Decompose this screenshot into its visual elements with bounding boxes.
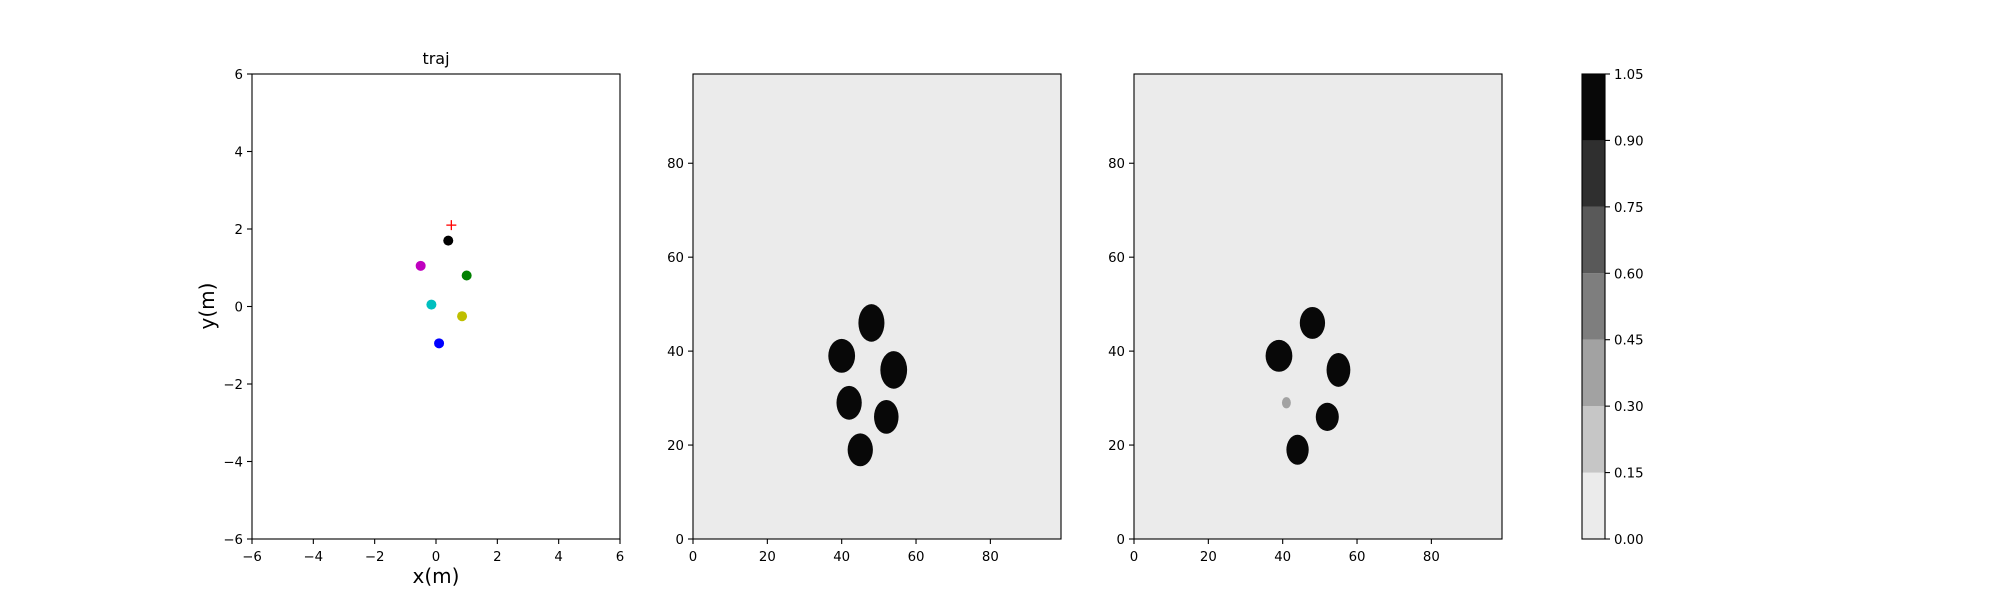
occupancy-blob	[828, 338, 856, 373]
occupancy-blob	[1265, 339, 1293, 372]
colorbar-tick-label: 0.75	[1614, 201, 1644, 216]
colorbar-tick-label: 0.90	[1614, 134, 1644, 149]
colorbar-band	[1582, 406, 1605, 473]
trajectory-y-tick-label: 4	[235, 146, 243, 161]
trajectory-y-tick-label: −4	[223, 456, 243, 471]
robot-position-marker	[443, 235, 454, 246]
heatmap-1-blobs	[828, 304, 908, 467]
colorbar-ticks: 0.00 0.15 0.30 0.45 0.60 0.75 0.90 1.05	[1605, 68, 1644, 548]
trajectory-x-tick-label: −2	[365, 550, 385, 565]
heatmap-1-x-tick-label: 20	[759, 550, 776, 565]
colorbar-tick-label: 1.05	[1614, 68, 1644, 83]
trajectory-x-tick-label: −4	[304, 550, 324, 565]
occupancy-blob	[836, 385, 862, 420]
heatmap-panel-2: 0 20 40 60 80 0 20 40 60 80	[1108, 73, 1503, 565]
trajectory-points	[415, 220, 472, 349]
heatmap-1-ticks: 0 20 40 60 80 0 20 40 60 80	[667, 157, 999, 565]
robot-position-marker	[426, 299, 437, 310]
heatmap-1-y-tick-label: 40	[667, 345, 684, 360]
colorbar-tick-label: 0.30	[1614, 400, 1644, 415]
colorbar-band	[1582, 74, 1605, 141]
heatmap-panel-1: 0 20 40 60 80 0 20 40 60 80	[667, 73, 1062, 565]
heatmap-1-x-tick-label: 0	[689, 550, 697, 565]
trajectory-panel: traj −6 −4 −2 0 2 4 6 −6 −4 −2 0 2 4 6 x(m) y(m)	[195, 49, 624, 588]
heatmap-2-x-tick-label: 40	[1274, 550, 1291, 565]
trajectory-x-tick-label: −6	[242, 550, 262, 565]
robot-position-marker	[457, 311, 468, 322]
trajectory-x-tick-label: 2	[493, 550, 501, 565]
occupancy-blob	[1281, 397, 1291, 409]
heatmap-2-blobs	[1265, 306, 1351, 465]
heatmap-1-y-tick-label: 60	[667, 251, 684, 266]
heatmap-2-x-tick-label: 0	[1130, 550, 1138, 565]
occupancy-blob	[1315, 402, 1339, 431]
heatmap-2-x-tick-label: 80	[1423, 550, 1440, 565]
trajectory-ticks: −6 −4 −2 0 2 4 6 −6 −4 −2 0 2 4 6	[223, 68, 624, 565]
heatmap-2-y-tick-label: 20	[1108, 439, 1125, 454]
colorbar-band	[1582, 206, 1605, 274]
heatmap-1-frame	[692, 73, 1062, 540]
colorbar-band	[1582, 472, 1605, 539]
trajectory-y-tick-label: −6	[223, 533, 243, 548]
heatmap-2-y-tick-label: 0	[1117, 533, 1125, 548]
occupancy-blob	[847, 433, 873, 467]
occupancy-blob	[1326, 353, 1351, 387]
colorbar-tick-label: 0.60	[1614, 267, 1644, 282]
heatmap-2-y-tick-label: 80	[1108, 157, 1125, 172]
occupancy-blob	[880, 351, 908, 389]
heatmap-1-y-tick-label: 0	[676, 533, 684, 548]
colorbar-band	[1582, 273, 1605, 340]
occupancy-blob	[1299, 306, 1326, 339]
trajectory-x-tick-label: 6	[616, 550, 624, 565]
colorbar-tick-label: 0.15	[1614, 467, 1644, 482]
trajectory-y-tick-label: −2	[223, 378, 243, 393]
colorbar-band	[1582, 140, 1605, 207]
heatmap-1-y-tick-label: 20	[667, 439, 684, 454]
heatmap-2-y-tick-label: 40	[1108, 345, 1125, 360]
heatmap-2-x-tick-label: 60	[1349, 550, 1366, 565]
trajectory-y-tick-label: 2	[235, 223, 243, 238]
trajectory-x-tick-label: 4	[554, 550, 562, 565]
heatmap-1-x-tick-label: 60	[908, 550, 925, 565]
colorbar: 0.00 0.15 0.30 0.45 0.60 0.75 0.90 1.05	[1581, 68, 1644, 548]
trajectory-frame	[251, 73, 621, 540]
occupancy-blob	[874, 399, 899, 434]
trajectory-y-tick-label: 6	[235, 68, 243, 83]
robot-position-marker	[434, 338, 445, 349]
colorbar-tick-label: 0.45	[1614, 334, 1644, 349]
x-axis-label: x(m)	[413, 564, 460, 588]
heatmap-1-y-tick-label: 80	[667, 157, 684, 172]
heatmap-2-y-tick-label: 60	[1108, 251, 1125, 266]
colorbar-frame	[1581, 73, 1606, 540]
y-axis-label: y(m)	[195, 283, 219, 330]
heatmap-1-x-tick-label: 80	[982, 550, 999, 565]
heatmap-2-frame	[1133, 73, 1503, 540]
occupancy-blob	[858, 304, 885, 342]
trajectory-y-tick-label: 0	[235, 301, 243, 316]
trajectory-title: traj	[422, 49, 449, 68]
occupancy-blob	[1286, 434, 1309, 465]
colorbar-band	[1582, 339, 1605, 407]
heatmap-2-x-tick-label: 20	[1200, 550, 1217, 565]
robot-position-marker	[415, 260, 426, 271]
trajectory-x-tick-label: 0	[432, 550, 440, 565]
heatmap-2-ticks: 0 20 40 60 80 0 20 40 60 80	[1108, 157, 1440, 565]
robot-position-marker	[461, 270, 472, 281]
heatmap-1-x-tick-label: 40	[833, 550, 850, 565]
colorbar-bands	[1582, 74, 1605, 539]
colorbar-tick-label: 0.00	[1614, 533, 1644, 548]
heatmap-2-background	[1134, 74, 1502, 539]
